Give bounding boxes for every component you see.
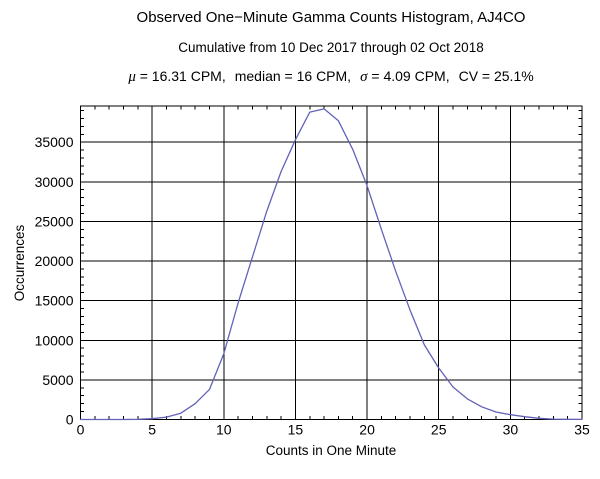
y-tick-label: 35000 [35,134,74,150]
y-tick-label: 5000 [42,372,73,388]
x-tick-label: 30 [503,422,519,438]
chart-title: Observed One−Minute Gamma Counts Histogr… [136,9,526,26]
cv-value: CV = 25.1% [458,68,534,84]
stats-annotation: μ = 16.31 CPM, median = 16 CPM, σ = 4.09 C… [80,68,582,86]
mu-value: = 16.31 CPM, [135,68,226,84]
x-tick-label: 35 [574,422,590,438]
x-tick-label: 10 [216,422,232,438]
y-tick-label: 25000 [35,213,74,229]
x-tick-label: 5 [148,422,156,438]
chart-subtitle: Cumulative from 10 Dec 2017 through 02 O… [178,40,484,55]
median-value: median = 16 CPM, [234,68,352,84]
sigma-symbol: σ [360,69,368,85]
sigma-value: = 4.09 CPM, [367,68,450,84]
x-tick-label: 15 [288,422,304,438]
y-tick-label: 0 [66,412,74,428]
y-tick-label: 10000 [35,332,74,348]
mu-symbol: μ [128,69,136,85]
y-tick-label: 15000 [35,293,74,309]
plot-frame [79,105,583,421]
y-tick-label: 20000 [35,253,74,269]
x-tick-label: 25 [431,422,447,438]
x-tick-label: 0 [77,422,85,438]
plot-frame-group: 0 5 10 15 20 25 30 35 0 5000 10000 15000 20000 25000 3… [35,105,590,438]
x-axis-label: Counts in One Minute [266,443,397,458]
y-tick-label: 30000 [35,174,74,190]
y-axis-label: Occurrences [12,224,27,301]
x-tick-label: 20 [359,422,375,438]
histogram-curve [79,108,583,421]
